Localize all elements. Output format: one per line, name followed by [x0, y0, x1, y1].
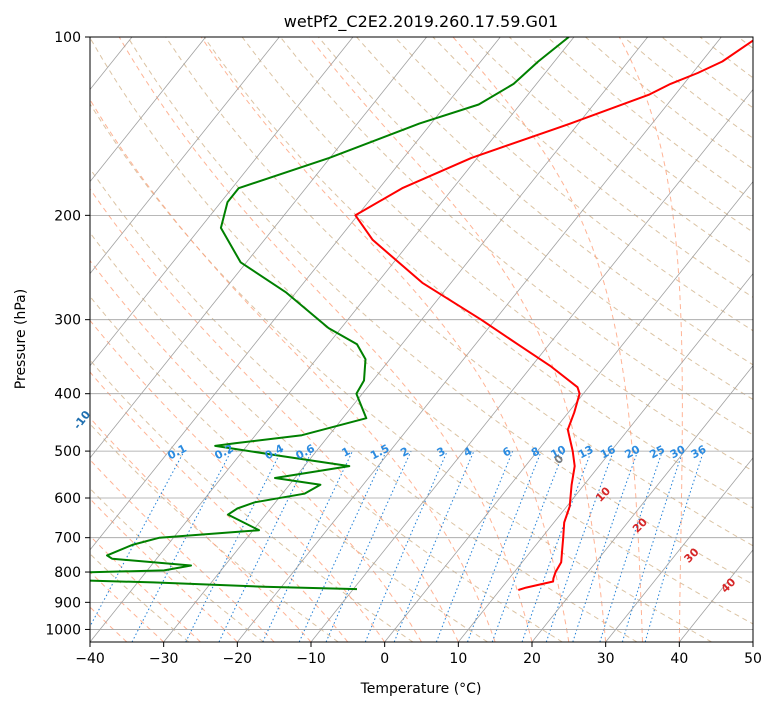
mixing-ratio-line [90, 450, 185, 628]
mixing-ratio-line [364, 450, 448, 642]
y-tick-label: 300 [54, 313, 81, 329]
x-tick-label: −30 [149, 651, 179, 667]
moist-adiabat [118, 37, 533, 642]
x-tick-label: 20 [523, 651, 541, 667]
mixing-ratio-label: 36 [689, 443, 709, 462]
isotherm [90, 37, 575, 642]
moist-adiabat [90, 98, 496, 642]
mixing-ratio-label: 10 [549, 443, 569, 462]
isotherm [90, 37, 501, 551]
mixing-ratio-line [185, 450, 282, 642]
dry-adiabat [127, 37, 753, 586]
dry-adiabat [90, 103, 712, 642]
y-tick-label: 400 [54, 387, 81, 403]
dry-adiabat [203, 37, 753, 509]
y-tick-label: 500 [54, 444, 81, 460]
mixing-ratio-line [467, 450, 542, 642]
moist-adiabat [308, 37, 607, 642]
mixing-ratio-line [218, 450, 313, 642]
x-tick-label: 10 [449, 651, 467, 667]
moist-adiabat [452, 37, 643, 642]
isotherm [163, 37, 648, 642]
isotherm [384, 180, 753, 642]
y-tick-label: 1000 [45, 622, 81, 638]
mixing-ratio-line [599, 450, 663, 642]
mixing-ratio-line [545, 450, 614, 642]
mixing-ratio-line [572, 450, 639, 642]
mixing-ratio-line [325, 450, 412, 642]
dewpoint-profile [90, 37, 570, 591]
y-tick-label: 200 [54, 208, 81, 224]
mixing-ratio-label: 25 [647, 443, 667, 462]
isotherm [90, 37, 280, 275]
dry-adiabat [90, 37, 753, 625]
x-tick-label: −40 [75, 651, 105, 667]
moist-adiabat [90, 259, 422, 642]
temperature-profile [354, 39, 753, 591]
x-tick-label: 0 [380, 651, 389, 667]
x-tick-label: 50 [744, 651, 762, 667]
mixing-ratio-label: 30 [668, 443, 688, 462]
x-tick-label: 30 [597, 651, 615, 667]
moist-adiabat [90, 319, 386, 642]
x-tick-label: −10 [296, 651, 326, 667]
isotherm [237, 37, 722, 642]
isotherm [605, 457, 753, 642]
moist-adiabat [90, 188, 459, 642]
isotherm [310, 88, 753, 642]
mixing-ratio-line [491, 450, 565, 642]
mixing-ratio-label: 20 [623, 443, 643, 462]
isotherm [90, 37, 427, 459]
y-tick-label: 900 [54, 595, 81, 611]
x-tick-label: 40 [670, 651, 688, 667]
isotherm [90, 37, 206, 183]
isotherm [458, 273, 753, 642]
y-tick-label: 700 [54, 531, 81, 547]
mixing-ratio-line [621, 450, 684, 642]
mixing-ratio-line [521, 450, 592, 642]
dry-adiabat [318, 37, 753, 401]
dry-adiabat [90, 487, 264, 642]
mixing-ratio-label: 16 [598, 443, 618, 462]
y-tick-label: 800 [54, 565, 81, 581]
moist-adiabat [90, 371, 349, 642]
chart-title: wetPf2_C2E2.2019.260.17.59.G01 [284, 12, 558, 32]
y-axis-label: Pressure (hPa) [13, 289, 29, 389]
mixing-ratio-line [435, 450, 514, 642]
plot-frame [89, 36, 754, 643]
isotherm [531, 365, 753, 642]
dry-adiabat [394, 37, 753, 332]
isotherm [90, 37, 354, 367]
moist-adiabat [618, 37, 683, 642]
dry-adiabat [90, 167, 638, 642]
y-tick-label: 100 [54, 30, 81, 46]
x-tick-label: −20 [223, 651, 253, 667]
x-axis-label: Temperature (°C) [360, 681, 482, 697]
mixing-ratio-label: 13 [576, 443, 596, 462]
y-tick-label: 600 [54, 491, 81, 507]
dry-adiabat [90, 231, 563, 642]
dry-adiabat [90, 295, 488, 642]
dry-adiabat [90, 553, 190, 642]
dry-adiabat [279, 37, 753, 436]
